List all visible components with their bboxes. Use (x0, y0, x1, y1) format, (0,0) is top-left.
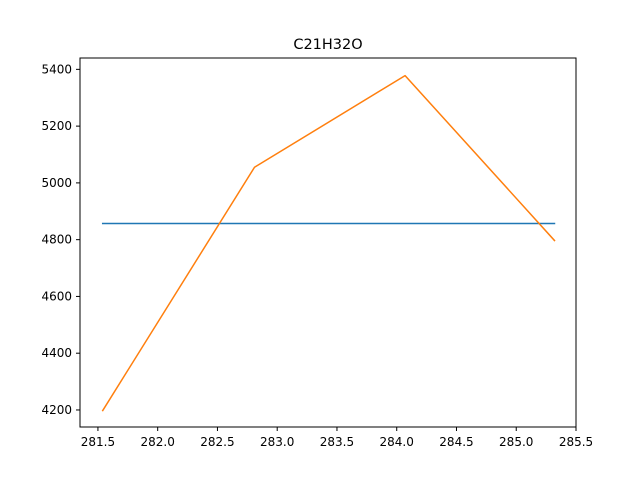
series-layer (101, 74, 556, 412)
x-tick-label: 285.0 (499, 435, 533, 449)
y-tick-label: 4400 (41, 346, 72, 360)
x-tick-label: 284.0 (380, 435, 414, 449)
series-line-2 (101, 74, 556, 412)
y-tick-label: 4800 (41, 233, 72, 247)
x-tick-label: 282.0 (141, 435, 175, 449)
y-tick-label: 4200 (41, 403, 72, 417)
x-tick-label: 282.5 (200, 435, 234, 449)
x-axis: 281.5 282.0 282.5 283.0 283.5 284.0 284.5 285.0… (81, 427, 593, 449)
chart-title: C21H32O (293, 37, 362, 53)
x-tick-label: 283.5 (320, 435, 354, 449)
x-tick-label: 283.0 (260, 435, 294, 449)
y-tick-label: 5400 (41, 62, 72, 76)
plot-area-frame (79, 57, 577, 428)
y-axis: 4200 4400 4600 4800 5000 5200 5400 (41, 62, 80, 417)
x-tick-label: 281.5 (81, 435, 115, 449)
x-tick-label: 284.5 (439, 435, 473, 449)
y-tick-label: 4600 (41, 289, 72, 303)
y-tick-label: 5000 (41, 176, 72, 190)
y-tick-label: 5200 (41, 119, 72, 133)
x-tick-label: 285.5 (559, 435, 593, 449)
